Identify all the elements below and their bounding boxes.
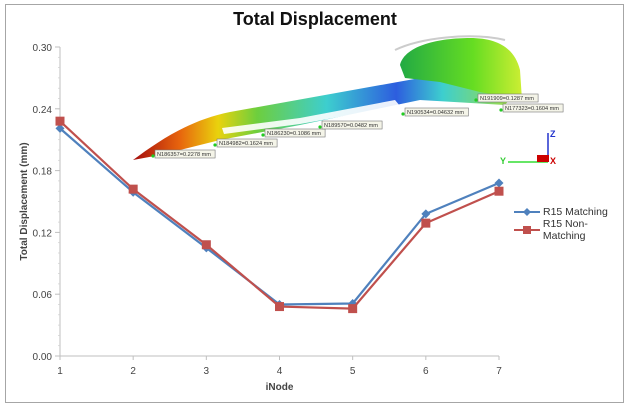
- data-series: [55, 116, 504, 314]
- axes: 0.00 0.06 0.12 0.18 0.24 0.30 1 2 3 4 5 6 7 iNode Tota…: [19, 43, 502, 393]
- svg-text:X: X: [550, 156, 556, 166]
- y-tick-label: 0.18: [33, 167, 53, 178]
- x-tick-label: 6: [423, 366, 429, 377]
- node-annotation-label: N190534=0.04632 mm: [407, 110, 464, 116]
- axis-triad-icon: Y Z X: [500, 129, 556, 166]
- data-point-square: [348, 304, 358, 314]
- data-point-square: [201, 240, 211, 250]
- node-annotation-label: N186357=0.2278 mm: [157, 152, 211, 158]
- data-point-square: [55, 116, 65, 126]
- y-axis-title: Total Displacement (mm): [19, 142, 30, 260]
- legend-item-matching: R15 Matching: [514, 203, 630, 221]
- data-point-square: [421, 218, 431, 228]
- legend-label: R15 Matching: [543, 206, 608, 218]
- node-annotation-label: N184982=0.1624 mm: [219, 141, 273, 147]
- data-point-square: [275, 302, 284, 312]
- node-annotation-label: N191909=0.1287 mm: [480, 96, 534, 102]
- data-point-square: [128, 184, 138, 194]
- legend-label: R15 Non-Matching: [542, 218, 588, 242]
- svg-text:Y: Y: [500, 156, 506, 166]
- node-annotation-label: N177323=0.1604 mm: [505, 106, 559, 112]
- series-line: [59, 127, 500, 306]
- x-tick-label: 3: [204, 366, 210, 377]
- data-point-square: [494, 186, 504, 196]
- y-tick-label: 0.12: [33, 228, 53, 239]
- y-tick-label: 0.24: [33, 105, 53, 116]
- fea-model-inset: [133, 35, 522, 160]
- node-annotation-label: N186230=0.1086 mm: [267, 131, 321, 137]
- y-tick-label: 0.06: [33, 290, 53, 301]
- x-tick-label: 1: [57, 366, 63, 377]
- node-annotations: N186357=0.2278 mm N184982=0.1624 mm N18623…: [151, 93, 564, 159]
- data-point-diamond: [55, 123, 65, 133]
- diamond-marker-icon: [514, 208, 540, 216]
- y-tick-label: 0.30: [33, 43, 53, 54]
- chart-frame: [5, 4, 624, 403]
- square-marker-icon: [514, 226, 540, 234]
- svg-text:Z: Z: [550, 129, 556, 139]
- x-tick-label: 5: [350, 366, 356, 377]
- series-line: [59, 120, 500, 310]
- data-point-diamond: [494, 178, 504, 188]
- y-tick-label: 0.00: [33, 352, 53, 363]
- x-tick-label: 2: [130, 366, 136, 377]
- x-tick-label: 4: [277, 366, 283, 377]
- node-annotation-label: N189570=0.0482 mm: [324, 123, 378, 129]
- legend-item-non-matching: R15 Non-Matching: [514, 218, 630, 242]
- data-point-diamond: [421, 209, 431, 219]
- legend: R15 Matching R15 Non-Matching: [514, 203, 630, 242]
- chart-title: Total Displacement: [233, 9, 397, 29]
- x-axis-title: iNode: [266, 382, 294, 393]
- x-tick-label: 7: [496, 366, 502, 377]
